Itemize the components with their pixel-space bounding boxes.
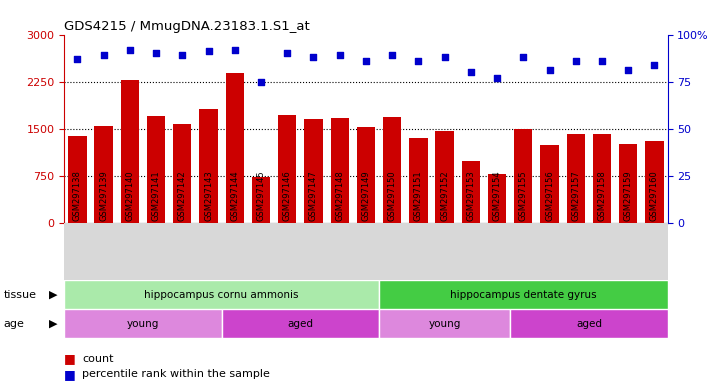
Point bbox=[203, 48, 214, 55]
Text: hippocampus cornu ammonis: hippocampus cornu ammonis bbox=[144, 290, 299, 300]
Point bbox=[439, 54, 451, 60]
Point bbox=[570, 58, 581, 64]
Bar bbox=[409, 138, 428, 223]
Text: young: young bbox=[428, 318, 461, 329]
Bar bbox=[304, 119, 323, 223]
Text: count: count bbox=[82, 354, 114, 364]
Text: percentile rank within the sample: percentile rank within the sample bbox=[82, 369, 270, 379]
Bar bbox=[252, 177, 270, 223]
Bar bbox=[645, 141, 663, 223]
Bar bbox=[331, 118, 349, 223]
Bar bbox=[173, 124, 191, 223]
Point bbox=[308, 54, 319, 60]
Point bbox=[649, 61, 660, 68]
Bar bbox=[567, 134, 585, 223]
Point bbox=[124, 46, 136, 53]
Point bbox=[361, 58, 372, 64]
Bar bbox=[511, 309, 668, 338]
Bar bbox=[514, 129, 533, 223]
Bar bbox=[540, 145, 559, 223]
Bar bbox=[64, 309, 221, 338]
Bar bbox=[121, 80, 139, 223]
Text: age: age bbox=[4, 318, 24, 329]
Bar bbox=[199, 109, 218, 223]
Bar bbox=[64, 280, 379, 309]
Text: hippocampus dentate gyrus: hippocampus dentate gyrus bbox=[450, 290, 597, 300]
Text: ■: ■ bbox=[64, 368, 76, 381]
Text: ▶: ▶ bbox=[49, 290, 57, 300]
Bar bbox=[379, 280, 668, 309]
Bar bbox=[488, 174, 506, 223]
Bar bbox=[221, 309, 379, 338]
Point bbox=[151, 50, 162, 56]
Text: young: young bbox=[127, 318, 159, 329]
Text: tissue: tissue bbox=[4, 290, 36, 300]
Point bbox=[413, 58, 424, 64]
Bar bbox=[383, 118, 401, 223]
Point bbox=[71, 56, 83, 62]
Bar bbox=[226, 73, 244, 223]
Point bbox=[544, 67, 555, 73]
Bar bbox=[462, 161, 480, 223]
Point bbox=[334, 52, 346, 58]
Text: GDS4215 / MmugDNA.23183.1.S1_at: GDS4215 / MmugDNA.23183.1.S1_at bbox=[64, 20, 310, 33]
Bar bbox=[69, 136, 86, 223]
Text: ▶: ▶ bbox=[49, 318, 57, 329]
Bar bbox=[593, 134, 611, 223]
Text: aged: aged bbox=[287, 318, 313, 329]
Point bbox=[98, 52, 109, 58]
Point bbox=[491, 75, 503, 81]
Bar bbox=[147, 116, 165, 223]
Point bbox=[518, 54, 529, 60]
Point bbox=[256, 79, 267, 85]
Point bbox=[623, 67, 634, 73]
Text: ■: ■ bbox=[64, 353, 76, 366]
Bar bbox=[94, 126, 113, 223]
Point bbox=[176, 52, 188, 58]
Bar bbox=[619, 144, 638, 223]
Point bbox=[386, 52, 398, 58]
Point bbox=[281, 50, 293, 56]
Point bbox=[596, 58, 608, 64]
Bar bbox=[278, 115, 296, 223]
Text: aged: aged bbox=[576, 318, 602, 329]
Point bbox=[465, 69, 476, 75]
Bar bbox=[436, 131, 454, 223]
Bar bbox=[357, 127, 375, 223]
Bar bbox=[379, 309, 511, 338]
Point bbox=[229, 46, 241, 53]
